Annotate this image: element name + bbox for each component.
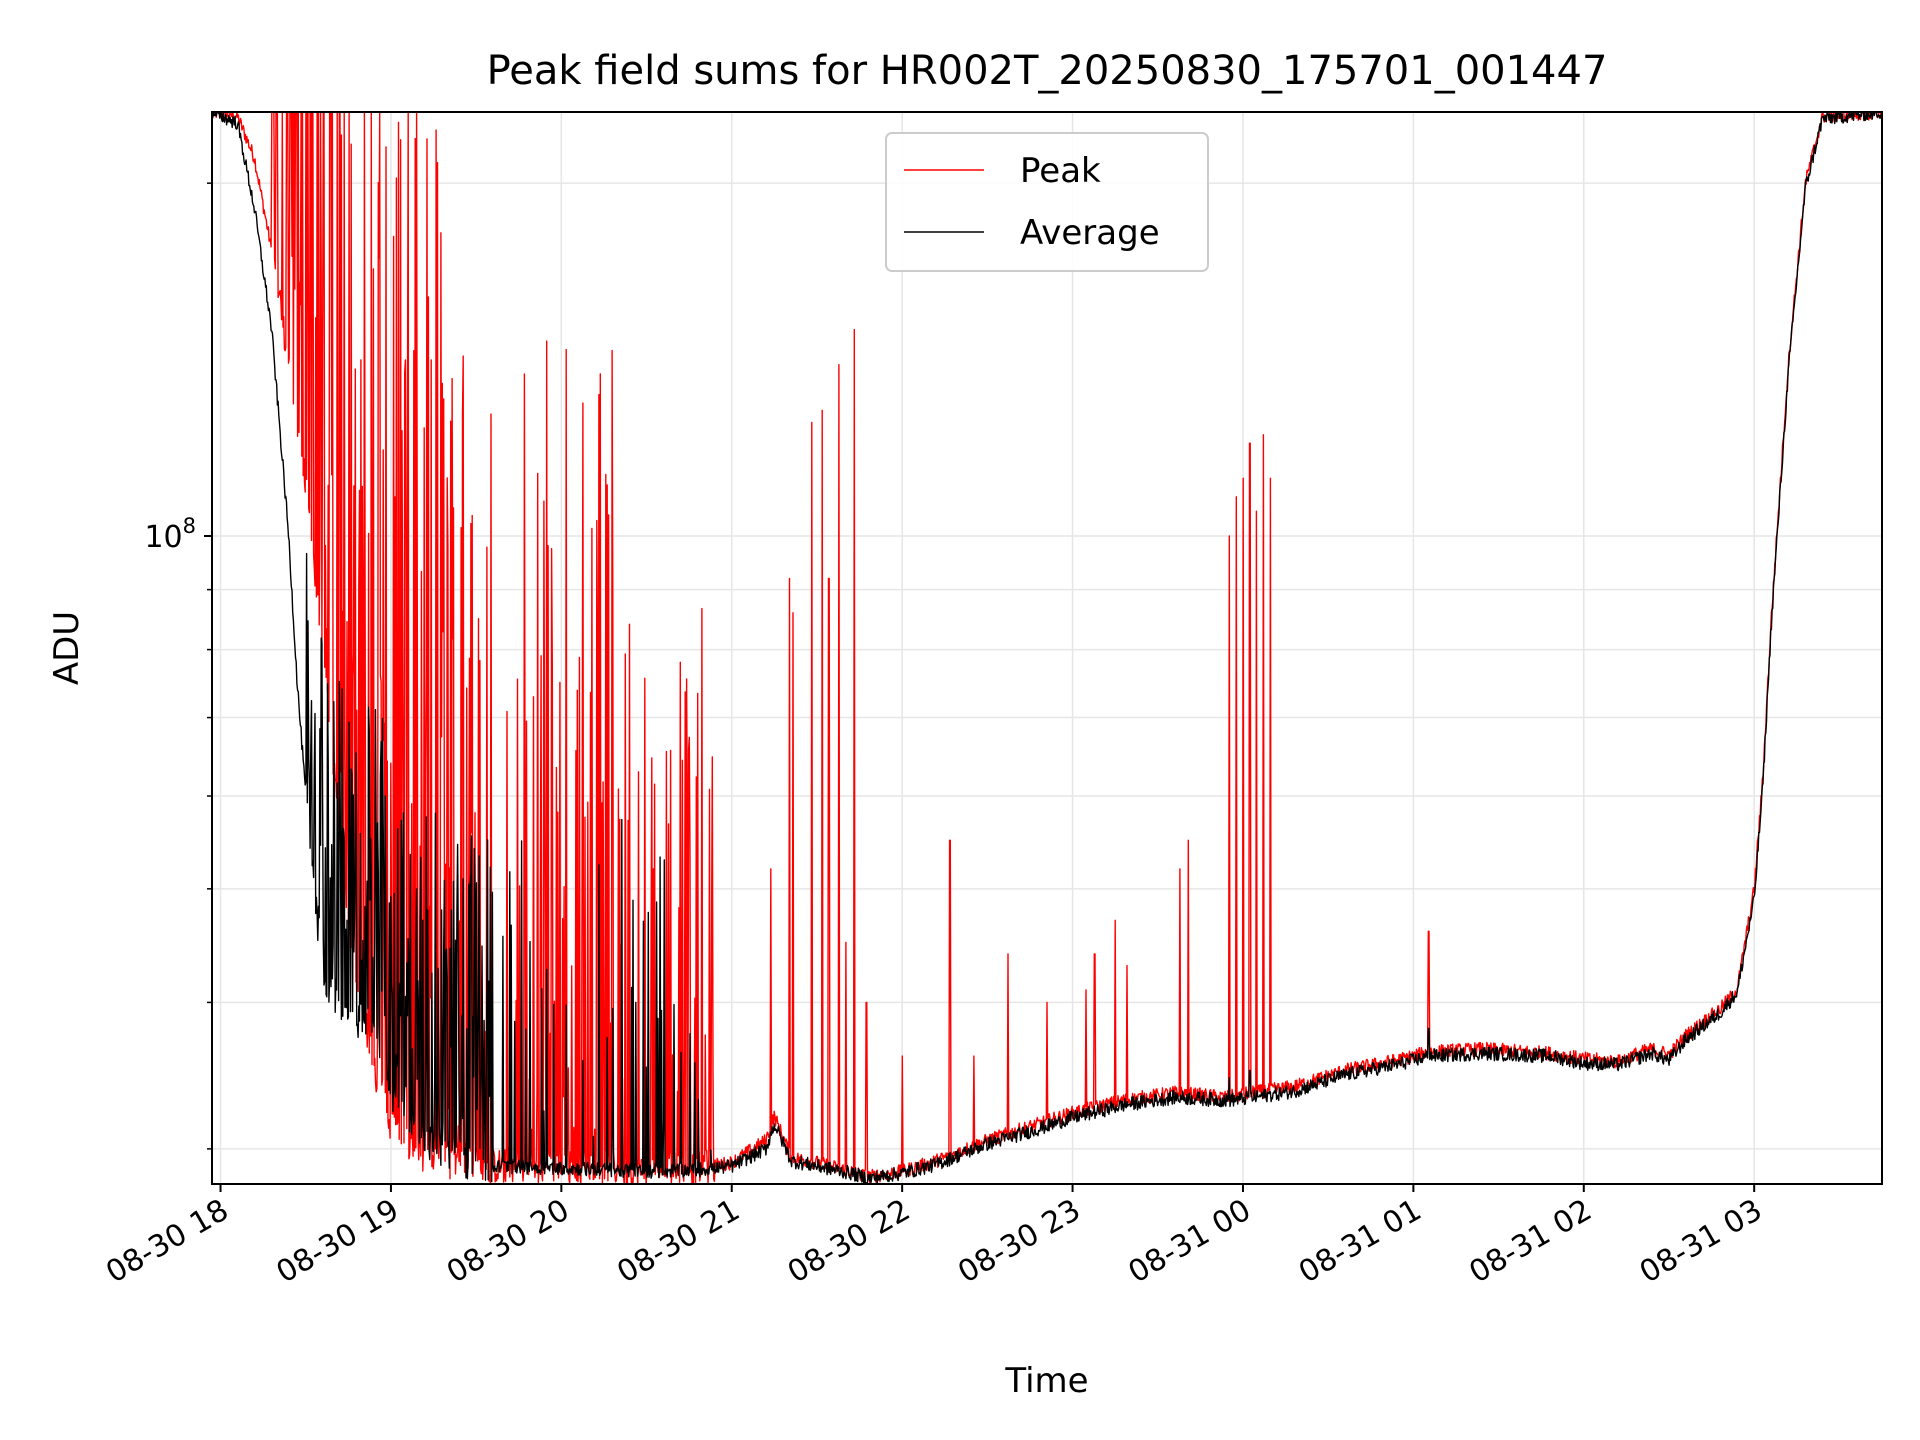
legend-label-average: Average xyxy=(1020,213,1160,253)
series-line-average xyxy=(212,112,1882,1184)
legend-label-peak: Peak xyxy=(1020,151,1101,191)
y-axis: 108 xyxy=(144,182,212,1150)
y-axis-label: ADU xyxy=(47,611,87,685)
y-tick-label: 108 xyxy=(144,514,196,555)
plot-frame xyxy=(211,111,1883,1185)
chart-title: Peak field sums for HR002T_20250830_1757… xyxy=(487,48,1608,94)
legend-box xyxy=(885,132,1209,272)
x-axis-label: Time xyxy=(1004,1361,1088,1401)
legend: Peak Average xyxy=(885,132,1209,272)
